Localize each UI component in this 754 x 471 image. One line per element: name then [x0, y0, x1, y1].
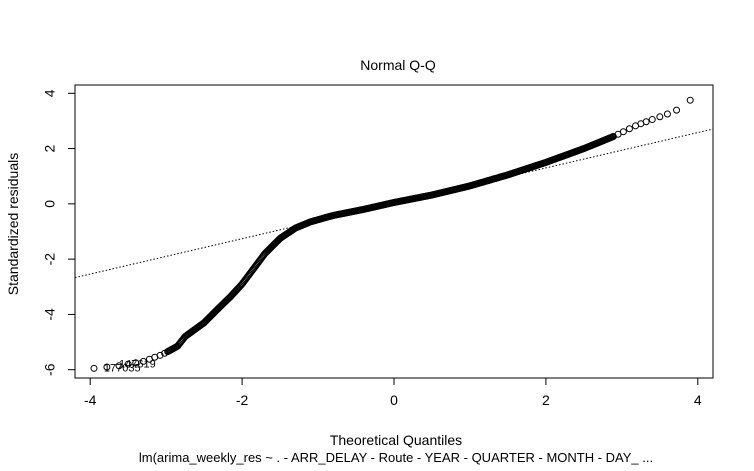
- outlier-point-label: 147619: [119, 359, 156, 371]
- y-tick-label: -4: [42, 308, 58, 321]
- qq-reference-line: [74, 128, 714, 279]
- qq-point: [648, 116, 656, 124]
- y-tick-label: 2: [42, 144, 58, 152]
- qq-point: [115, 362, 123, 370]
- qq-point: [103, 363, 111, 371]
- y-axis: -6 -4 -2 0 2 4: [42, 89, 76, 376]
- qq-point: [673, 106, 681, 114]
- qq-point: [619, 128, 627, 136]
- y-tick-label: 0: [42, 200, 58, 208]
- y-tick-label: 4: [42, 89, 58, 97]
- model-caption: lm(arima_weekly_res ~ . - ARR_DELAY - Ro…: [139, 450, 653, 465]
- reference-line-group: [74, 128, 714, 279]
- qq-point: [686, 96, 694, 104]
- qq-point: [139, 357, 147, 365]
- x-tick-label: 0: [390, 392, 398, 408]
- y-tick-label: -2: [42, 253, 58, 266]
- points-group: [90, 96, 694, 372]
- chart-title: Normal Q-Q: [360, 57, 436, 73]
- x-axis: -4 -2 0 2 4: [84, 377, 702, 408]
- x-tick-label: -2: [236, 392, 249, 408]
- qq-point: [625, 125, 633, 133]
- x-tick-label: 2: [542, 392, 550, 408]
- qq-point: [156, 351, 164, 359]
- x-tick-label: -4: [84, 392, 97, 408]
- qq-point: [124, 360, 132, 368]
- qq-point: [90, 364, 98, 372]
- qq-point: [656, 113, 664, 121]
- y-axis-label: Standardized residuals: [5, 153, 21, 295]
- outlier-point-label: 177035: [104, 362, 141, 374]
- qq-point: [642, 118, 650, 126]
- y-tick-label: -6: [42, 363, 58, 376]
- qq-point: [663, 110, 671, 118]
- qq-point: [132, 359, 140, 367]
- x-tick-label: 4: [694, 392, 702, 408]
- x-axis-label: Theoretical Quantiles: [330, 432, 462, 448]
